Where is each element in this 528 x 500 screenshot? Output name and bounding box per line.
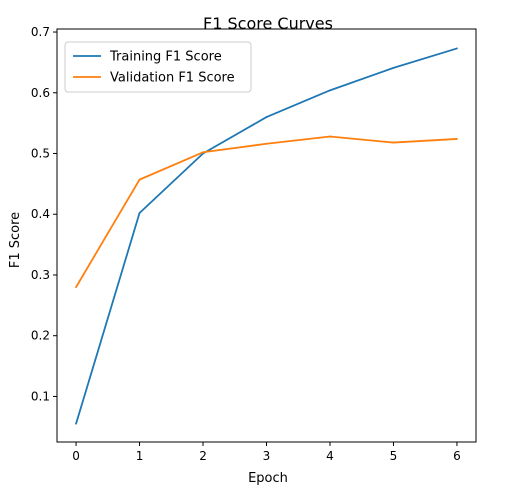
y-tick-label: 0.6 <box>31 86 50 100</box>
y-tick-label: 0.5 <box>31 147 50 161</box>
chart-title: F1 Score Curves <box>203 14 333 33</box>
y-tick-label: 0.3 <box>31 268 50 282</box>
y-tick-label: 0.4 <box>31 207 50 221</box>
y-axis: 0.1 0.2 0.3 0.4 0.5 0.6 0.7 <box>31 25 57 403</box>
data-point-validation <box>75 286 77 289</box>
data-point-validation <box>392 141 395 144</box>
y-tick-label: 0.2 <box>31 329 50 343</box>
data-point-training <box>456 47 458 50</box>
x-tick-label: 0 <box>72 449 80 463</box>
x-tick-label: 3 <box>263 449 271 463</box>
y-axis-label: F1 Score <box>8 212 23 268</box>
x-tick-label: 5 <box>390 449 398 463</box>
x-axis: 0 1 2 3 4 5 6 <box>72 442 461 463</box>
data-point-training <box>75 422 77 425</box>
data-point-training <box>329 89 331 92</box>
x-tick-label: 6 <box>453 449 461 463</box>
data-point-validation <box>138 178 141 181</box>
data-point-training <box>138 212 141 214</box>
data-point-training <box>265 116 268 118</box>
data-point-validation <box>456 138 458 140</box>
series-line-validation <box>75 135 458 288</box>
legend-box <box>64 41 252 93</box>
legend: Training F1 Score Validation F1 Score <box>64 41 252 93</box>
x-tick-label: 4 <box>326 449 334 463</box>
x-tick-label: 1 <box>136 449 144 463</box>
y-tick-label: 0.1 <box>31 389 50 403</box>
data-point-validation <box>265 142 268 145</box>
legend-label-training: Training F1 Score <box>109 50 222 65</box>
legend-label-validation: Validation F1 Score <box>110 71 235 86</box>
data-point-validation <box>329 135 331 138</box>
y-tick-label: 0.7 <box>31 25 50 39</box>
x-tick-label: 2 <box>199 449 207 463</box>
x-axis-label: Epoch <box>248 471 288 486</box>
data-point-validation <box>202 151 204 154</box>
series-line-training <box>75 47 458 425</box>
series-group <box>75 47 458 425</box>
data-point-training <box>392 66 395 69</box>
